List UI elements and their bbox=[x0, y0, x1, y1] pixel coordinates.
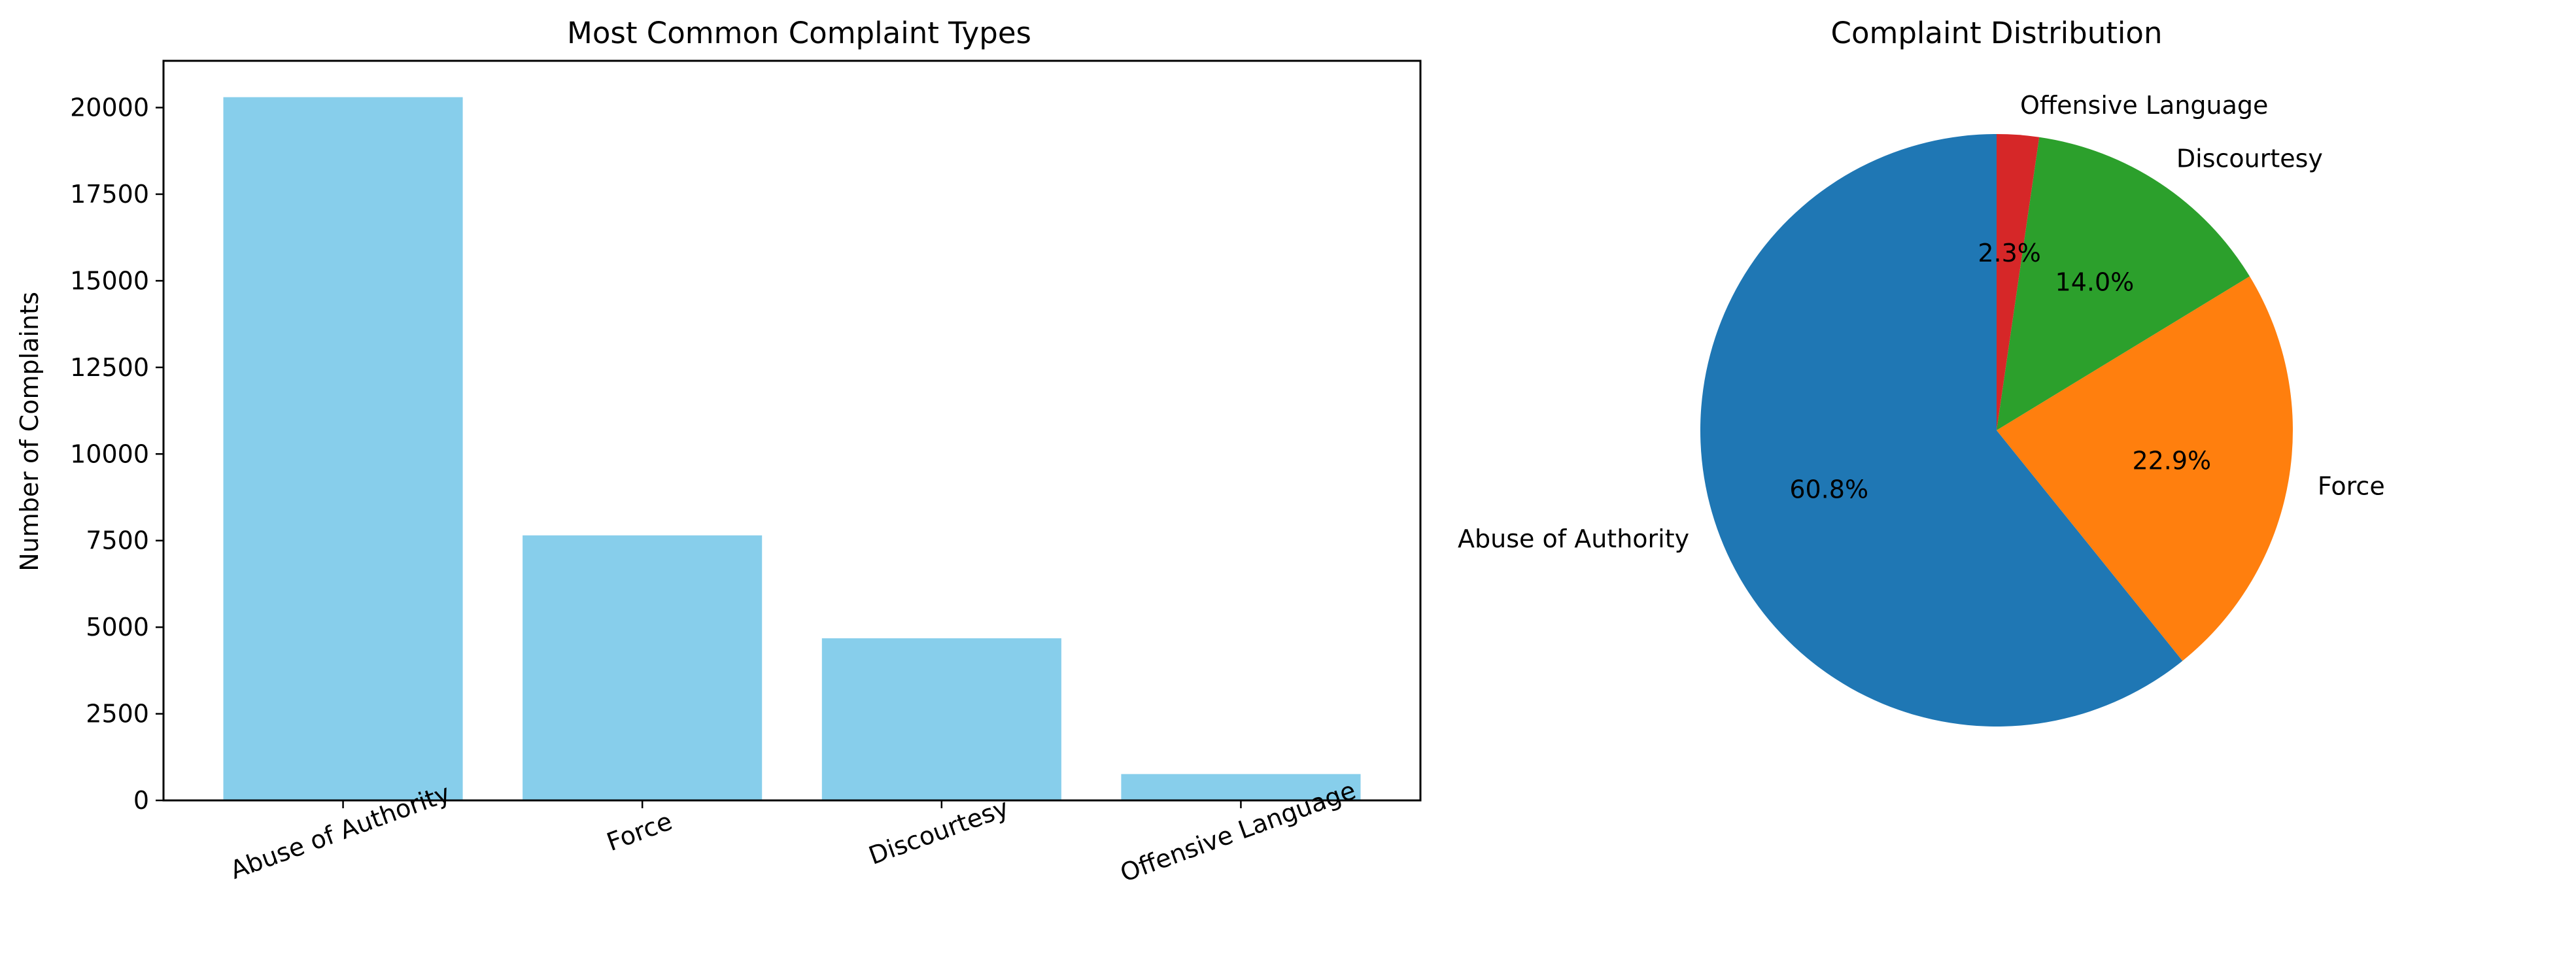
pie-percent-abuse-of-authority: 60.8% bbox=[1789, 475, 1868, 504]
bar-chart-y-axis-label: Number of Complaints bbox=[15, 292, 44, 572]
bar-chart-plot-frame bbox=[162, 60, 1422, 802]
pie-label-force: Force bbox=[2318, 472, 2385, 501]
pie-chart-labels: Abuse of Authority 60.8% Force 22.9% Discour… bbox=[1458, 91, 2385, 553]
y-tick-label: 0 bbox=[133, 786, 149, 815]
pie-chart-slices bbox=[1700, 134, 2293, 727]
pie-percent-offensive-language: 2.3% bbox=[1978, 239, 2041, 267]
y-tick-label: 12500 bbox=[70, 353, 149, 382]
pie-label-abuse-of-authority: Abuse of Authority bbox=[1458, 524, 1689, 553]
bar-discourtesy bbox=[821, 638, 1061, 800]
y-tick-label: 10000 bbox=[70, 439, 149, 468]
pie-slice-abuse-of-authority bbox=[1700, 134, 2183, 727]
bar-chart-y-ticks: 0 2500 5000 7500 10000 12500 15000 17500 20000 bbox=[70, 94, 163, 815]
y-tick-label: 20000 bbox=[70, 94, 149, 122]
bar-chart-title: Most Common Complaint Types bbox=[567, 16, 1031, 50]
pie-chart: Complaint Distribution Abuse of Authorit… bbox=[1458, 16, 2385, 727]
y-tick-label: 17500 bbox=[70, 180, 149, 209]
pie-percent-discourtesy: 14.0% bbox=[2055, 267, 2135, 296]
bar-offensive-language bbox=[1121, 774, 1361, 800]
pie-label-offensive-language: Offensive Language bbox=[2020, 91, 2268, 120]
pie-slice-discourtesy bbox=[1997, 137, 2250, 430]
pie-percent-force: 22.9% bbox=[2132, 447, 2211, 475]
y-tick-label: 7500 bbox=[86, 526, 149, 555]
bar-force bbox=[523, 535, 763, 800]
bar-chart: Most Common Complaint Types Number of Co… bbox=[15, 16, 1422, 887]
pie-label-discourtesy: Discourtesy bbox=[2176, 144, 2323, 173]
x-tick-label: Force bbox=[603, 807, 676, 857]
pie-slice-force bbox=[1997, 276, 2293, 661]
y-tick-label: 2500 bbox=[86, 700, 149, 728]
y-tick-label: 5000 bbox=[86, 613, 149, 642]
pie-chart-title: Complaint Distribution bbox=[1831, 16, 2163, 50]
bar-abuse-of-authority bbox=[223, 97, 463, 801]
pie-slice-offensive-language bbox=[1997, 134, 2040, 430]
y-tick-label: 15000 bbox=[70, 266, 149, 295]
bar-chart-bars bbox=[223, 97, 1361, 801]
x-tick-label: Discourtesy bbox=[865, 793, 1013, 870]
